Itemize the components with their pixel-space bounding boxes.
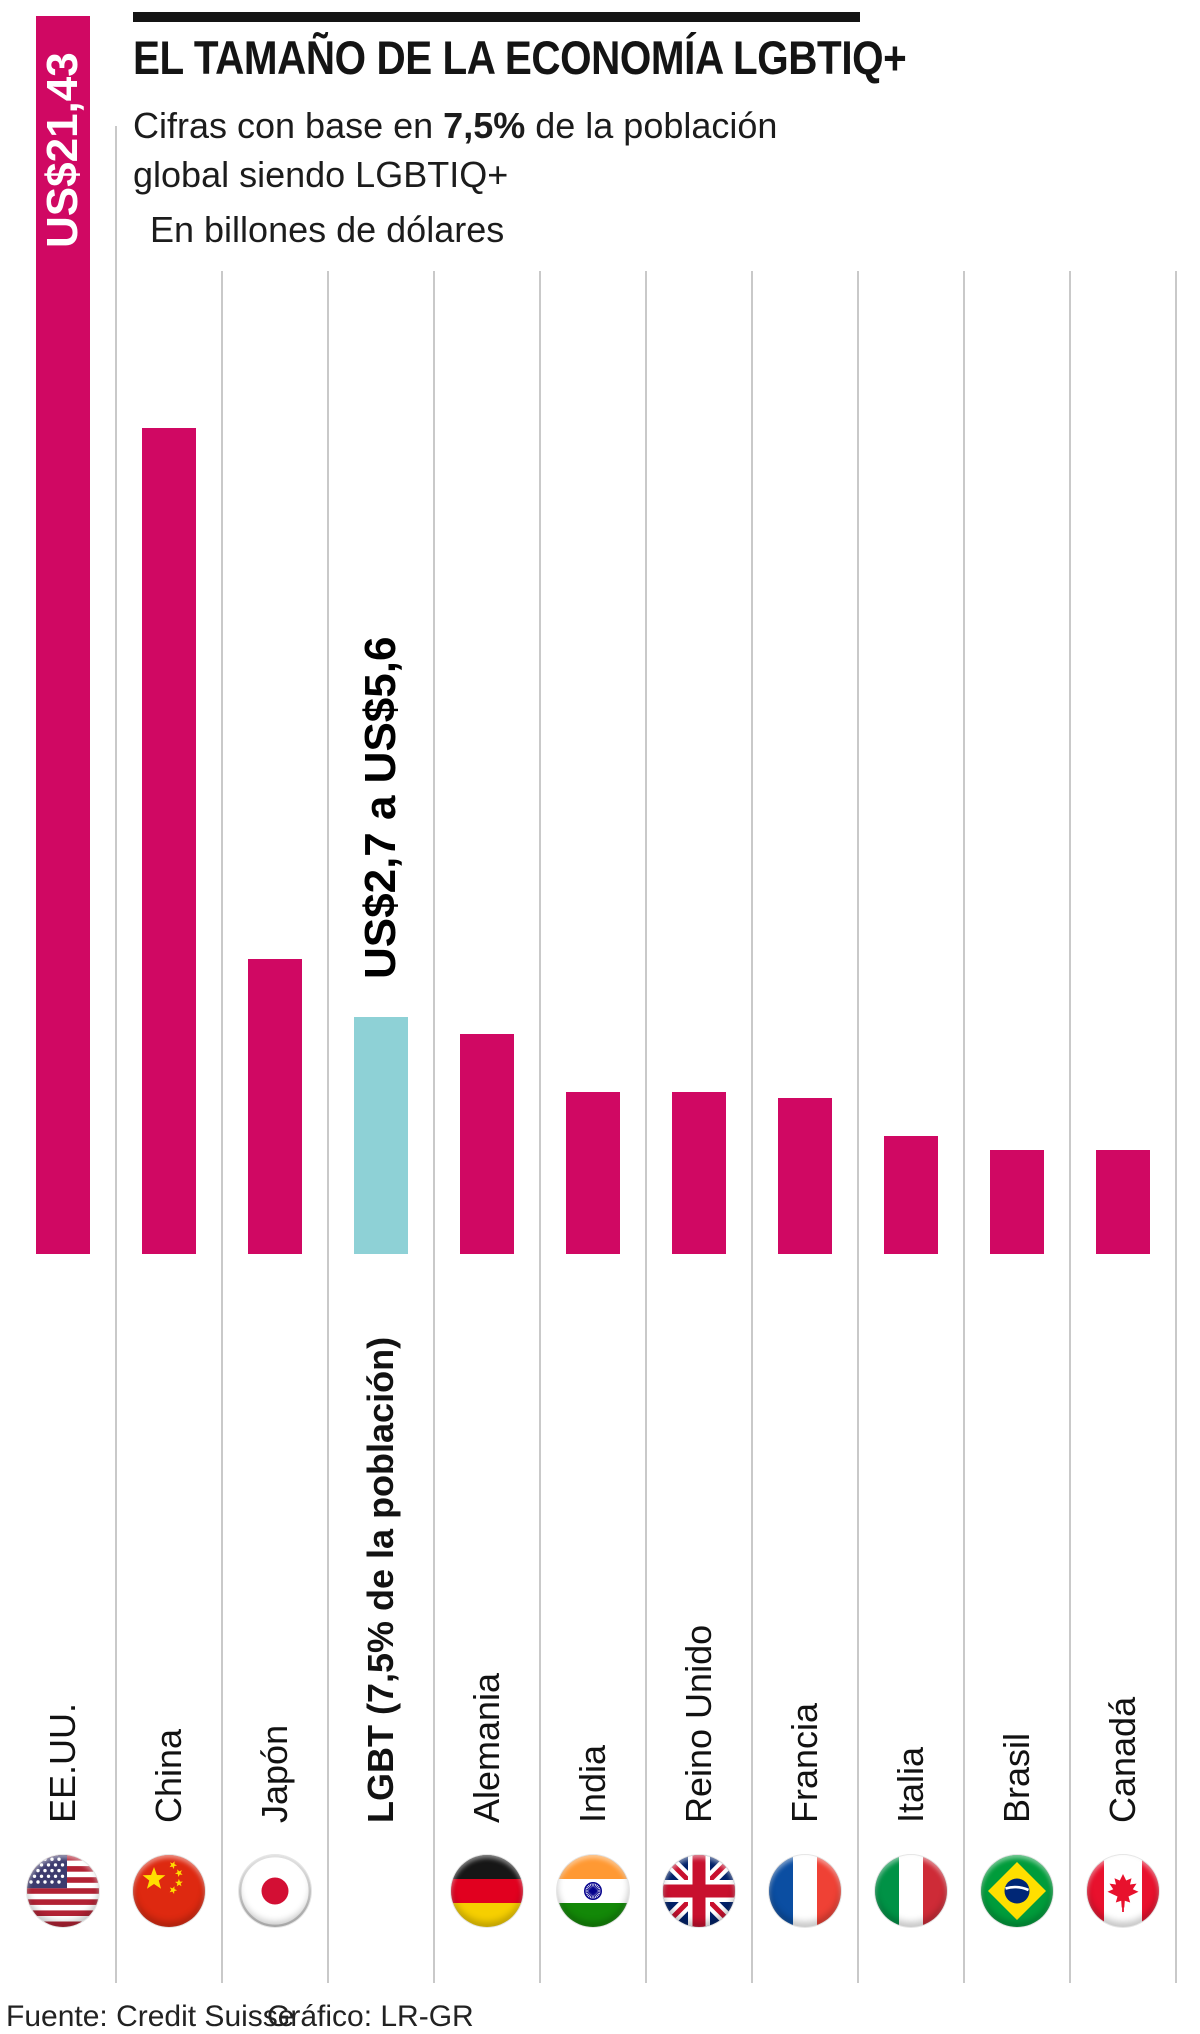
- bar-brasil: [990, 1150, 1044, 1254]
- axis-label-italia: Italia: [890, 1746, 931, 1823]
- bar-china: [142, 428, 196, 1254]
- axis-label-reino-unido: Reino Unido: [678, 1624, 719, 1823]
- gridline-4: [539, 271, 541, 1983]
- india-flag-icon: [557, 1855, 629, 1927]
- value-annotation-us-21-43: US$21,43: [38, 52, 87, 248]
- axis-label-ee-uu: EE.UU.: [42, 1702, 83, 1823]
- flag-india: [557, 1855, 629, 1927]
- axis-label-canada: Canadá: [1102, 1696, 1143, 1823]
- bar-lgbt-7-5-de-la-poblacion: [354, 1017, 408, 1254]
- axis-label-china: China: [148, 1728, 189, 1823]
- gridline-8: [963, 271, 965, 1983]
- gridline-10: [1175, 271, 1177, 1983]
- france-flag-icon: [769, 1855, 841, 1927]
- gridline-5: [645, 271, 647, 1983]
- flag-francia: [769, 1855, 841, 1927]
- flag-eeuu: [27, 1855, 99, 1927]
- japan-flag-icon: [239, 1855, 311, 1927]
- bar-italia: [884, 1136, 938, 1254]
- gridline-3: [433, 271, 435, 1983]
- germany-flag-icon: [451, 1855, 523, 1927]
- flag-canada: [1087, 1855, 1159, 1927]
- bar-reino-unido: [672, 1092, 726, 1254]
- subtitle-bold-figure: 7,5%: [443, 105, 526, 146]
- title-accent-bar: [133, 12, 860, 22]
- uk-flag-icon: [663, 1855, 735, 1927]
- gridline-7: [857, 271, 859, 1983]
- flag-japon: [239, 1855, 311, 1927]
- flag-china: [133, 1855, 205, 1927]
- bar-canada: [1096, 1150, 1150, 1254]
- bar-francia: [778, 1098, 832, 1254]
- flag-reino-unido: [663, 1855, 735, 1927]
- flag-italia: [875, 1855, 947, 1927]
- us-flag-icon: [27, 1855, 99, 1927]
- subtitle-line2: global siendo LGBTIQ+: [133, 154, 509, 195]
- subtitle-text-1: Cifras con base en: [133, 105, 444, 146]
- gridline-1: [221, 271, 223, 1983]
- bar-japon: [248, 959, 302, 1254]
- axis-label-brasil: Brasil: [996, 1732, 1037, 1823]
- bar-india: [566, 1092, 620, 1254]
- axis-label-japon: Japón: [254, 1724, 295, 1823]
- source-note: Fuente: Credit Suisse: [6, 2000, 295, 2033]
- gridline-0: [115, 126, 117, 1983]
- credit-note: Gráfico: LR-GR: [267, 2000, 474, 2033]
- canada-flag-icon: [1087, 1855, 1159, 1927]
- axis-label-lgbt-7-5-de-la-poblacion: LGBT (7,5% de la población): [360, 1336, 401, 1823]
- axis-label-alemania: Alemania: [466, 1672, 507, 1823]
- gridline-2: [327, 271, 329, 1983]
- brazil-flag-icon: [981, 1855, 1053, 1927]
- axis-label-francia: Francia: [784, 1702, 825, 1823]
- china-flag-icon: [133, 1855, 205, 1927]
- value-annotation-us-2-7-a-us-5-6: US$2,7 a US$5,6: [356, 636, 405, 979]
- axis-label-india: India: [572, 1744, 613, 1823]
- italy-flag-icon: [875, 1855, 947, 1927]
- bar-ee-uu: [36, 16, 90, 1254]
- flag-alemania: [451, 1855, 523, 1927]
- bar-alemania: [460, 1034, 514, 1254]
- subtitle-text-2: de la población: [525, 105, 778, 146]
- gridline-9: [1069, 271, 1071, 1983]
- subtitle: Cifras con base en 7,5% de la población …: [133, 101, 777, 199]
- flag-brasil: [981, 1855, 1053, 1927]
- units-note: En billones de dólares: [150, 209, 505, 250]
- page-title: EL TAMAÑO DE LA ECONOMÍA LGBTIQ+: [133, 31, 907, 84]
- gridline-6: [751, 271, 753, 1983]
